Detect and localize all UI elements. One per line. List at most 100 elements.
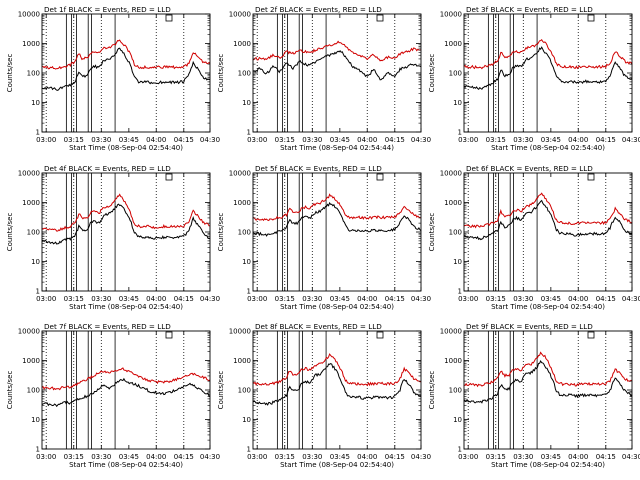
y-tick-label: 1 xyxy=(458,129,462,137)
x-tick-label: 03:00 xyxy=(458,453,478,461)
y-tick-label: 10000 xyxy=(440,328,462,336)
x-axis-label: Start Time (08-Sep-04 02:54:40) xyxy=(491,303,605,311)
legend-marker xyxy=(376,14,384,22)
x-tick-label: 03:15 xyxy=(486,295,506,303)
x-tick-label: 03:00 xyxy=(247,136,267,144)
y-tick-label: 1 xyxy=(247,446,251,454)
x-tick-label: 03:00 xyxy=(247,295,267,303)
y-tick-label: 10000 xyxy=(440,170,462,178)
x-tick-label: 03:45 xyxy=(119,453,139,461)
x-tick-label: 03:00 xyxy=(247,453,267,461)
y-axis-label: Counts/sec xyxy=(428,213,436,252)
series-line-lld xyxy=(463,351,633,388)
series-line-events xyxy=(463,359,633,404)
series-line-lld xyxy=(41,39,211,70)
detector-panel-1: Det 1f BLACK = Events, RED = LLD 1 10 100 10… xyxy=(6,5,220,152)
y-tick-label: 1 xyxy=(247,129,251,137)
y-tick-label: 100 xyxy=(449,70,462,78)
panel-title: Det 2f BLACK = Events, RED = LLD xyxy=(255,5,382,14)
x-tick-label: 04:30 xyxy=(200,136,220,144)
y-tick-label: 10000 xyxy=(18,170,40,178)
x-tick-label: 04:15 xyxy=(596,453,616,461)
y-axis-label: Counts/sec xyxy=(6,371,14,410)
x-tick-label: 04:30 xyxy=(622,453,640,461)
series-line-events xyxy=(463,199,633,241)
series-line-lld xyxy=(41,367,211,391)
legend-marker xyxy=(165,173,173,181)
panel-title: Det 5f BLACK = Events, RED = LLD xyxy=(255,164,382,173)
detector-panel-4: Det 4f BLACK = Events, RED = LLD 1 10 100 10… xyxy=(6,164,220,311)
y-axis-label: Counts/sec xyxy=(217,371,225,410)
x-axis-label: Start Time (08-Sep-04 02:54:40) xyxy=(491,461,605,469)
series-line-lld xyxy=(41,193,211,232)
y-tick-label: 10 xyxy=(31,416,40,424)
y-tick-label: 10 xyxy=(31,99,40,107)
x-tick-label: 03:30 xyxy=(91,136,111,144)
legend-marker xyxy=(165,331,173,339)
y-tick-label: 10 xyxy=(453,99,462,107)
x-tick-label: 03:00 xyxy=(458,136,478,144)
panel-title: Det 3f BLACK = Events, RED = LLD xyxy=(466,5,593,14)
series-line-events xyxy=(41,377,210,408)
y-tick-label: 1 xyxy=(458,446,462,454)
x-tick-label: 03:45 xyxy=(541,295,561,303)
y-tick-label: 1000 xyxy=(444,357,462,365)
y-tick-label: 1 xyxy=(458,288,462,296)
y-tick-label: 10000 xyxy=(229,328,251,336)
x-tick-label: 04:00 xyxy=(357,295,377,303)
y-tick-label: 100 xyxy=(238,70,251,78)
x-tick-label: 03:45 xyxy=(330,453,350,461)
y-tick-label: 10000 xyxy=(229,11,251,19)
y-axis-label: Counts/sec xyxy=(6,213,14,252)
x-axis-label: Start Time (08-Sep-04 02:54:40) xyxy=(280,461,394,469)
x-axis-label: Start Time (08-Sep-04 02:54:40) xyxy=(280,303,394,311)
panel-title: Det 6f BLACK = Events, RED = LLD xyxy=(466,164,593,173)
x-tick-label: 04:15 xyxy=(596,295,616,303)
legend-marker xyxy=(587,173,595,181)
y-tick-label: 1000 xyxy=(22,357,40,365)
x-tick-label: 03:00 xyxy=(36,295,56,303)
x-tick-label: 04:30 xyxy=(622,136,640,144)
y-tick-label: 1000 xyxy=(233,357,251,365)
x-tick-label: 04:30 xyxy=(622,295,640,303)
x-tick-label: 03:45 xyxy=(541,136,561,144)
y-tick-label: 1 xyxy=(247,288,251,296)
legend-marker xyxy=(165,14,173,22)
y-tick-label: 100 xyxy=(27,70,40,78)
y-axis-label: Counts/sec xyxy=(217,54,225,93)
x-tick-label: 03:00 xyxy=(36,453,56,461)
detector-panel-7: Det 7f BLACK = Events, RED = LLD 1 10 100 10… xyxy=(6,322,220,469)
y-tick-label: 10000 xyxy=(18,328,40,336)
y-tick-label: 100 xyxy=(27,229,40,237)
y-tick-label: 1000 xyxy=(233,199,251,207)
series-line-events xyxy=(41,203,211,245)
x-tick-label: 03:30 xyxy=(91,295,111,303)
x-tick-label: 04:00 xyxy=(146,136,166,144)
x-tick-label: 03:00 xyxy=(458,295,478,303)
y-axis-label: Counts/sec xyxy=(217,213,225,252)
series-line-events xyxy=(252,363,422,406)
x-tick-label: 04:15 xyxy=(174,136,194,144)
x-tick-label: 04:00 xyxy=(146,453,166,461)
y-axis-label: Counts/sec xyxy=(428,54,436,93)
x-tick-label: 04:00 xyxy=(568,453,588,461)
series-line-lld xyxy=(252,193,422,222)
x-tick-label: 04:30 xyxy=(411,453,431,461)
x-axis-label: Start Time (08-Sep-04 02:54:40) xyxy=(491,144,605,152)
x-tick-label: 03:15 xyxy=(275,453,295,461)
x-tick-label: 03:15 xyxy=(64,136,84,144)
panel-title: Det 8f BLACK = Events, RED = LLD xyxy=(255,322,382,331)
y-tick-label: 10 xyxy=(453,416,462,424)
y-tick-label: 100 xyxy=(449,387,462,395)
x-tick-label: 04:30 xyxy=(200,295,220,303)
legend-marker xyxy=(587,14,595,22)
series-line-lld xyxy=(252,353,421,387)
y-tick-label: 100 xyxy=(27,387,40,395)
y-tick-label: 10 xyxy=(242,258,251,266)
x-tick-label: 03:45 xyxy=(541,453,561,461)
y-tick-label: 1 xyxy=(36,288,40,296)
y-tick-label: 1000 xyxy=(22,40,40,48)
x-tick-label: 03:45 xyxy=(119,295,139,303)
